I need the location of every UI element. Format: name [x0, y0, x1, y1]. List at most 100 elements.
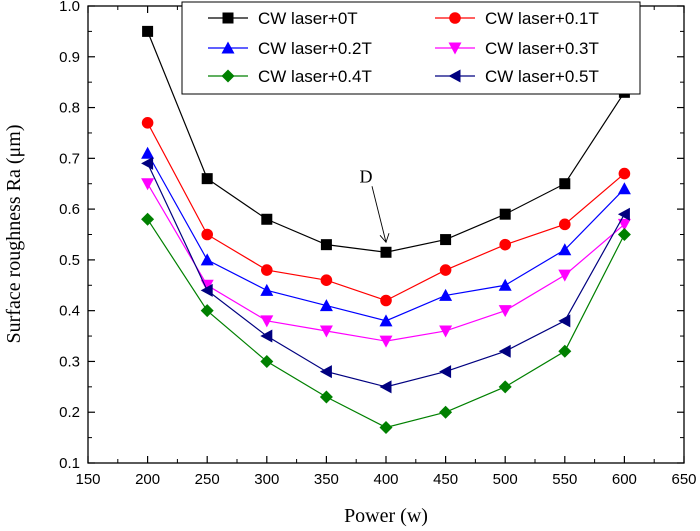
- data-point: [439, 365, 452, 379]
- x-tick-label: 150: [75, 471, 100, 488]
- data-point: [260, 329, 273, 343]
- data-point: [200, 253, 214, 266]
- y-tick-label: 0.4: [59, 303, 80, 320]
- data-point: [558, 269, 572, 282]
- legend-label: CW laser+0.2T: [258, 39, 372, 58]
- data-point: [320, 274, 333, 287]
- data-point: [499, 238, 512, 251]
- x-tick-label: 350: [314, 471, 339, 488]
- data-point: [558, 243, 572, 256]
- data-point: [440, 234, 452, 246]
- data-point: [201, 173, 213, 185]
- legend-label: CW laser+0.5T: [485, 67, 599, 86]
- data-point: [499, 208, 511, 220]
- data-point: [379, 314, 393, 327]
- legend-marker: [448, 42, 462, 55]
- legend-item: CW laser+0.4T: [208, 67, 372, 86]
- data-point: [498, 380, 512, 394]
- data-point: [380, 294, 392, 307]
- y-axis-label: Surface roughness Ra (μm): [3, 125, 25, 344]
- legend-item: CW laser+0.5T: [435, 67, 599, 86]
- data-point: [559, 218, 571, 231]
- data-point: [617, 182, 631, 195]
- data-point: [141, 212, 155, 226]
- series-line: [147, 163, 625, 388]
- series-4: [141, 178, 631, 348]
- legend-box: [181, 1, 641, 95]
- data-point: [439, 288, 453, 301]
- axes: 150 200 250 300 350 400 450 500 550 600 650 0.1 0.2 0…: [59, 0, 696, 488]
- x-tick-label: 200: [135, 471, 160, 488]
- legend: CW laser+0T CW laser+0.1T CW laser+0.2T CW …: [181, 1, 641, 95]
- data-point: [498, 305, 512, 318]
- series-6: [141, 156, 630, 394]
- data-point: [617, 228, 631, 241]
- x-tick-label: 600: [612, 471, 637, 488]
- data-point: [498, 344, 511, 358]
- data-point: [559, 178, 571, 190]
- x-tick-label: 450: [433, 471, 458, 488]
- series-2: [141, 116, 631, 307]
- data-point: [260, 354, 274, 368]
- data-point: [141, 178, 155, 191]
- y-tick-label: 0.1: [59, 455, 80, 472]
- data-point: [558, 314, 571, 328]
- legend-label: CW laser+0.3T: [485, 39, 599, 58]
- y-tick-label: 0.9: [59, 49, 80, 66]
- annotation-label: D: [360, 166, 373, 186]
- series-5: [141, 212, 631, 434]
- data-point: [200, 283, 213, 297]
- y-tick-label: 1.0: [59, 0, 80, 15]
- series-line: [147, 122, 625, 302]
- data-point: [320, 239, 332, 251]
- data-point: [439, 264, 452, 276]
- y-tick-label: 0.5: [59, 252, 80, 269]
- data-point: [617, 218, 631, 231]
- annotation-arrow: [371, 186, 387, 243]
- legend-label: CW laser+0.1T: [485, 9, 599, 28]
- data-point: [617, 207, 630, 221]
- data-point: [319, 365, 332, 379]
- y-tick-label: 0.7: [59, 150, 80, 167]
- data-point: [439, 325, 453, 338]
- data-point: [319, 325, 333, 338]
- data-point: [618, 167, 631, 180]
- legend-marker: [448, 69, 461, 83]
- data-point: [261, 264, 273, 276]
- data-point: [260, 315, 274, 328]
- legend-item: CW laser+0T: [208, 9, 358, 28]
- legend-label: CW laser+0T: [258, 9, 358, 28]
- annotation-arrowhead: [379, 233, 390, 244]
- data-point: [141, 146, 155, 159]
- data-point: [379, 420, 393, 434]
- data-point: [200, 304, 214, 318]
- data-point: [319, 390, 333, 404]
- data-point: [141, 116, 154, 129]
- x-tick-label: 250: [195, 471, 220, 488]
- data-point: [498, 278, 512, 291]
- x-tick-label: 300: [254, 471, 279, 488]
- series-layer: [141, 25, 631, 434]
- x-tick-label: 650: [671, 471, 696, 488]
- y-tick-label: 0.2: [59, 404, 80, 421]
- legend-label: CW laser+0.4T: [258, 67, 372, 86]
- data-point: [261, 213, 273, 225]
- data-point: [379, 380, 392, 394]
- data-point: [379, 335, 393, 348]
- data-point: [558, 344, 572, 358]
- legend-item: CW laser+0.1T: [435, 9, 599, 28]
- annotation-layer: D: [360, 166, 390, 244]
- x-axis-label: Power (w): [344, 505, 428, 527]
- data-point: [380, 246, 392, 258]
- y-tick-label: 0.6: [59, 201, 80, 218]
- series-3: [141, 146, 631, 327]
- data-point: [260, 283, 274, 296]
- legend-item: CW laser+0.2T: [208, 39, 372, 58]
- x-tick-label: 550: [552, 471, 577, 488]
- x-tick-label: 400: [373, 471, 398, 488]
- data-point: [141, 156, 154, 170]
- data-point: [319, 299, 333, 312]
- data-point: [201, 228, 213, 241]
- x-tick-label: 500: [493, 471, 518, 488]
